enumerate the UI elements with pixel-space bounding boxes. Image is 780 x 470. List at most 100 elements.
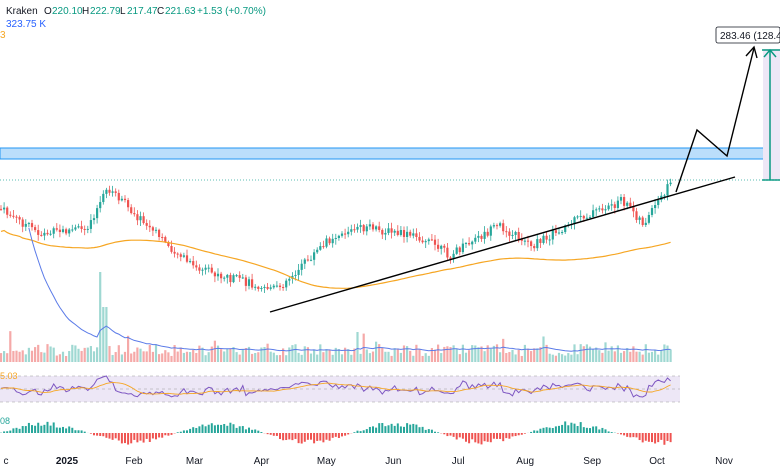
x-tick-label: Mar (186, 456, 204, 467)
macd-bar (446, 433, 449, 437)
volume-bar (536, 348, 539, 362)
volume-bar (257, 352, 260, 362)
candle-body (223, 277, 226, 279)
macd-bar (406, 423, 409, 433)
candle-body (644, 222, 647, 225)
volume-bar (123, 351, 127, 362)
candle-body (102, 193, 105, 203)
candle-body (418, 236, 421, 241)
macd-bar (68, 426, 71, 433)
macd-bar (77, 430, 80, 433)
resistance-zone[interactable] (0, 147, 780, 160)
candle-body (61, 229, 65, 232)
x-tick-label: c (4, 456, 9, 467)
rising-support-trendline[interactable] (269, 176, 736, 313)
volume-bar (468, 350, 471, 362)
volume-bar (294, 344, 297, 362)
volume-bar (573, 344, 576, 362)
volume-bar (337, 349, 340, 362)
candle-body (433, 239, 437, 245)
candle-body (170, 246, 173, 252)
candle-body (616, 200, 619, 208)
candle-body (275, 285, 278, 287)
macd-bar (561, 424, 564, 433)
candle-body (350, 229, 353, 232)
volume-bars (0, 272, 672, 362)
moving-average-line (0, 229, 671, 289)
candle-body (554, 230, 557, 233)
macd-bar (204, 426, 207, 433)
volume-bar (77, 348, 80, 362)
volume-bar (461, 344, 464, 362)
projection-label-box (715, 26, 780, 44)
candle-body (663, 195, 666, 197)
candle-body (96, 208, 99, 219)
macd-bar (629, 433, 632, 438)
volume-bar (533, 348, 536, 362)
volume-bar (80, 350, 83, 362)
macd-bar (353, 432, 356, 433)
macd-bar (49, 425, 52, 433)
macd-bar (399, 426, 402, 433)
volume-bar (192, 349, 195, 362)
candle-body (499, 223, 502, 226)
candle-body (375, 226, 378, 230)
candle-body (306, 259, 309, 261)
candle-body (381, 229, 384, 235)
candle-body (325, 238, 328, 247)
measure-arrowhead (763, 48, 777, 58)
volume-bar (660, 350, 663, 362)
macd-bar (319, 433, 322, 441)
candle-body (629, 202, 632, 207)
macd-bar (409, 424, 412, 433)
macd-bar (403, 426, 405, 433)
measure-range-box[interactable] (763, 49, 780, 180)
macd-bar (644, 433, 647, 441)
macd-bar (536, 430, 539, 433)
volume-bar (412, 355, 415, 362)
candle-body (592, 210, 595, 218)
volume-bar (530, 351, 533, 362)
candle-body (632, 206, 635, 212)
candle-body (142, 216, 145, 224)
volume-bar (592, 349, 595, 362)
candle-body (161, 237, 164, 239)
volume-bar (539, 347, 542, 362)
volume-bar (669, 349, 672, 362)
volume-bar (551, 354, 554, 362)
candle-body (241, 277, 244, 279)
volume-bar (347, 349, 350, 362)
volume-bar (127, 335, 130, 362)
candle-body (347, 231, 350, 235)
macd-bar (136, 433, 139, 443)
candle-body (173, 251, 176, 254)
candle-body (136, 214, 139, 221)
low-value: 217.47 (127, 6, 158, 17)
x-tick-label: May (317, 456, 336, 467)
volume-bar (508, 352, 511, 362)
volume-bar (223, 351, 226, 362)
macd-bar (573, 423, 576, 433)
projected-path[interactable] (675, 47, 755, 193)
macd-bar (620, 433, 622, 435)
candle-body (21, 219, 24, 227)
macd-bar (396, 423, 399, 433)
volume-bar (61, 351, 65, 362)
volume-bar (300, 354, 303, 362)
volume-bar (96, 347, 99, 362)
candle-body (387, 228, 390, 233)
volume-bar (604, 342, 607, 362)
candle-body (58, 229, 61, 232)
candle-body (192, 261, 195, 266)
volume-bar (68, 351, 71, 362)
candle-body (452, 253, 455, 260)
candle-body (179, 254, 182, 257)
volume-bar (418, 349, 421, 362)
volume-bar (49, 346, 52, 362)
macd-bar (492, 433, 495, 439)
volume-bar (130, 353, 133, 362)
macd-bar (325, 433, 328, 440)
macd-bar (384, 426, 387, 433)
volume-bar (322, 352, 325, 362)
